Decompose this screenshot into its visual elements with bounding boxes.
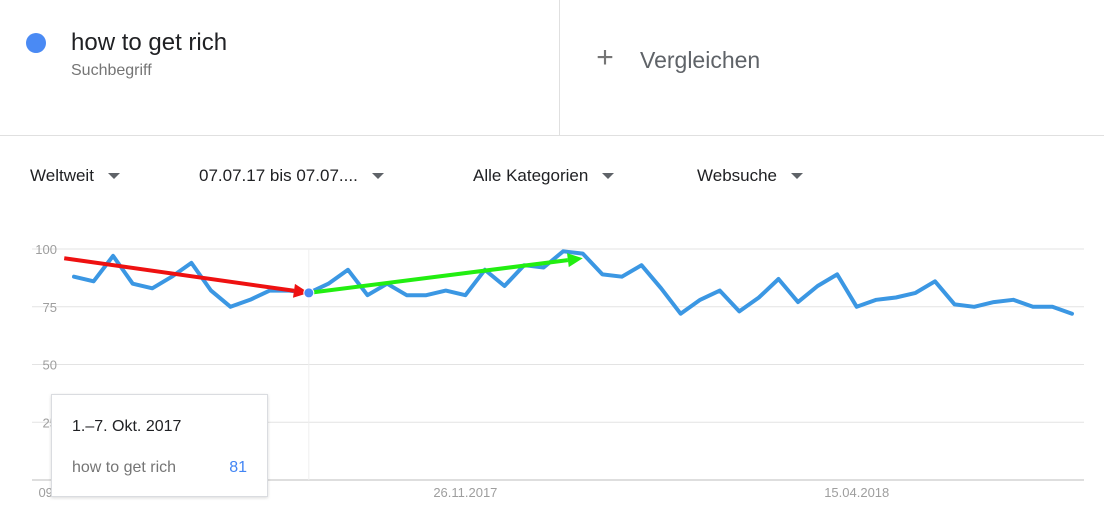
data-point bbox=[345, 267, 351, 273]
data-point bbox=[580, 251, 586, 257]
data-point bbox=[71, 274, 77, 280]
data-point bbox=[638, 262, 644, 268]
data-point bbox=[775, 276, 781, 282]
data-point bbox=[110, 253, 116, 259]
x-tick-label: 26.11.2017 bbox=[433, 485, 497, 500]
time-range-dropdown[interactable]: 07.07.17 bis 07.07.... bbox=[199, 158, 384, 194]
data-point bbox=[228, 304, 234, 310]
data-point bbox=[619, 274, 625, 280]
data-point bbox=[815, 283, 821, 289]
compare-label: Vergleichen bbox=[640, 46, 761, 73]
compare-button[interactable]: + Vergleichen bbox=[594, 41, 761, 76]
x-tick-label: 15.04.2018 bbox=[824, 485, 889, 500]
data-point bbox=[1010, 297, 1016, 303]
term-type-label: Suchbegriff bbox=[71, 62, 152, 79]
highlight-point bbox=[303, 287, 315, 299]
data-point bbox=[130, 281, 136, 287]
green-arrow bbox=[308, 258, 569, 295]
data-point bbox=[932, 278, 938, 284]
data-point bbox=[834, 271, 840, 277]
chevron-down-icon bbox=[107, 173, 120, 179]
search-terms-bar: how to get rich Suchbegriff + Vergleiche… bbox=[0, 0, 1104, 136]
data-point bbox=[208, 288, 214, 294]
data-point bbox=[91, 278, 97, 284]
data-point bbox=[854, 304, 860, 310]
data-point bbox=[795, 299, 801, 305]
data-point bbox=[952, 301, 958, 307]
series-line bbox=[72, 249, 1074, 316]
data-point bbox=[443, 288, 449, 294]
tooltip-value: 81 bbox=[229, 459, 247, 476]
chevron-down-icon bbox=[791, 173, 804, 179]
red-arrow bbox=[63, 256, 295, 293]
search-type-dropdown-label: Websuche bbox=[697, 166, 778, 185]
region-dropdown[interactable]: Weltweit bbox=[30, 158, 120, 194]
data-point bbox=[893, 295, 899, 301]
data-point bbox=[756, 295, 762, 301]
term-color-dot bbox=[26, 33, 46, 53]
data-point bbox=[1030, 304, 1036, 310]
chart-tooltip: 1.–7. Okt. 2017 how to get rich 81 bbox=[51, 394, 268, 497]
data-point bbox=[404, 292, 410, 298]
data-point bbox=[365, 292, 371, 298]
category-dropdown[interactable]: Alle Kategorien bbox=[473, 158, 615, 194]
data-point bbox=[325, 281, 331, 287]
data-point bbox=[697, 297, 703, 303]
term-name[interactable]: how to get rich bbox=[71, 29, 228, 56]
data-point bbox=[1069, 311, 1075, 317]
chevron-down-icon bbox=[602, 173, 615, 179]
filter-bar: Weltweit 07.07.17 bis 07.07.... Alle Kat… bbox=[0, 158, 1104, 194]
data-point bbox=[149, 285, 155, 291]
data-point bbox=[462, 292, 468, 298]
data-point bbox=[736, 308, 742, 314]
region-dropdown-label: Weltweit bbox=[30, 166, 94, 185]
data-point bbox=[971, 304, 977, 310]
data-point bbox=[658, 285, 664, 291]
data-point bbox=[247, 297, 253, 303]
y-tick-label: 100 bbox=[35, 242, 57, 257]
data-point bbox=[599, 271, 605, 277]
search-type-dropdown[interactable]: Websuche bbox=[697, 158, 804, 194]
data-point bbox=[188, 260, 194, 266]
search-term-card[interactable]: how to get rich Suchbegriff bbox=[0, 0, 560, 135]
y-tick-label: 50 bbox=[43, 358, 57, 373]
chevron-down-icon bbox=[371, 173, 384, 179]
data-point bbox=[678, 311, 684, 317]
data-point bbox=[912, 290, 918, 296]
red-arrow-head bbox=[292, 283, 309, 298]
y-tick-label: 75 bbox=[43, 300, 57, 315]
data-point bbox=[717, 288, 723, 294]
data-point bbox=[873, 297, 879, 303]
data-point bbox=[560, 248, 566, 254]
data-point bbox=[423, 292, 429, 298]
tooltip-date: 1.–7. Okt. 2017 bbox=[72, 418, 182, 435]
data-point bbox=[1049, 304, 1055, 310]
data-point bbox=[502, 283, 508, 289]
category-dropdown-label: Alle Kategorien bbox=[473, 166, 589, 185]
time-range-dropdown-label: 07.07.17 bis 07.07.... bbox=[199, 166, 358, 185]
plus-icon: + bbox=[596, 41, 614, 74]
green-arrow-head bbox=[567, 253, 583, 268]
tooltip-term: how to get rich bbox=[72, 459, 177, 476]
data-point bbox=[991, 299, 997, 305]
